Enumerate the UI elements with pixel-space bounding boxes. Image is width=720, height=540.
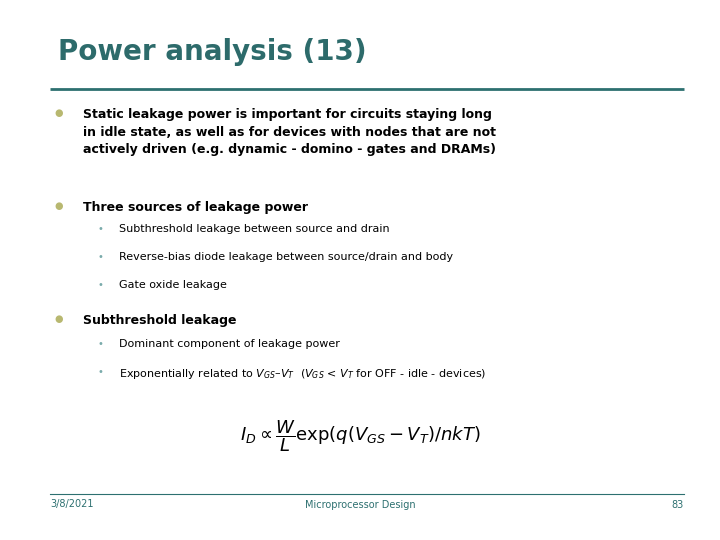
Text: Reverse-bias diode leakage between source/drain and body: Reverse-bias diode leakage between sourc…	[119, 252, 453, 262]
Text: •: •	[97, 367, 103, 377]
Text: Exponentially related to $V_{GS}$–$V_T$  ($V_{GS}$ < $V_T$ for OFF - idle - devi: Exponentially related to $V_{GS}$–$V_T$ …	[119, 367, 486, 381]
Text: Dominant component of leakage power: Dominant component of leakage power	[119, 339, 340, 349]
Text: Microprocessor Design: Microprocessor Design	[305, 500, 415, 510]
Text: Three sources of leakage power: Three sources of leakage power	[83, 201, 308, 214]
Text: Static leakage power is important for circuits staying long
in idle state, as we: Static leakage power is important for ci…	[83, 108, 496, 156]
Text: ●: ●	[54, 201, 63, 211]
Text: ●: ●	[54, 314, 63, 325]
Text: Gate oxide leakage: Gate oxide leakage	[119, 280, 227, 291]
Text: $I_D \propto \dfrac{W}{L}\mathrm{exp}(q(V_{GS} - V_T)/ nkT)$: $I_D \propto \dfrac{W}{L}\mathrm{exp}(q(…	[240, 418, 480, 454]
Text: •: •	[97, 339, 103, 349]
Text: ●: ●	[54, 108, 63, 118]
Text: 83: 83	[672, 500, 684, 510]
Text: Subthreshold leakage between source and drain: Subthreshold leakage between source and …	[119, 224, 390, 234]
Text: •: •	[97, 280, 103, 291]
Text: •: •	[97, 252, 103, 262]
Text: •: •	[97, 224, 103, 234]
Text: Subthreshold leakage: Subthreshold leakage	[83, 314, 236, 327]
Text: Power analysis (13): Power analysis (13)	[58, 38, 366, 66]
Text: 3/8/2021: 3/8/2021	[50, 500, 94, 510]
